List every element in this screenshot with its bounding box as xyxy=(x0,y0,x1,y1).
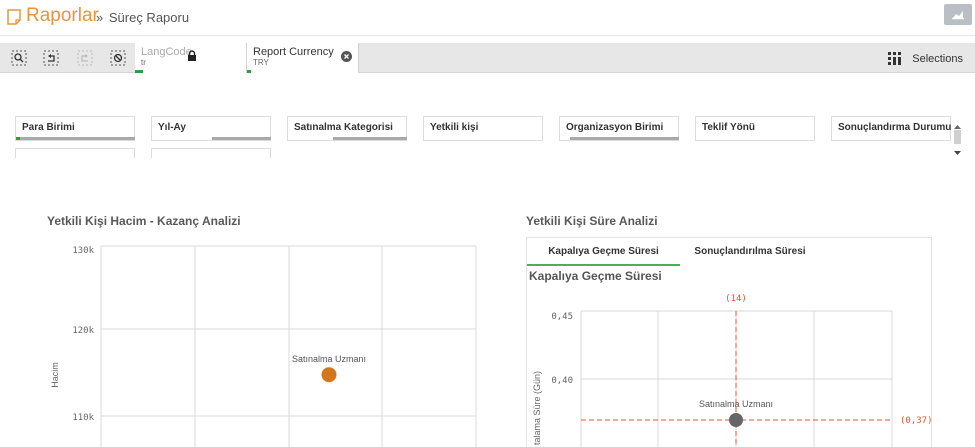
clear-all-icon[interactable] xyxy=(109,49,127,67)
chart-icon xyxy=(952,11,964,20)
filter-label: Satınalma Kategorisi xyxy=(294,122,393,133)
chip-state-bar xyxy=(247,70,251,73)
hacim-kazanc-scatter[interactable]: 130k 120k 110k Hacim Satınalma Uzmanı xyxy=(40,240,490,447)
y-tick-label: 0,45 xyxy=(551,312,573,322)
point-label: Satınalma Uzmanı xyxy=(292,354,366,364)
filter-state-bar xyxy=(333,137,407,140)
selections-icon[interactable] xyxy=(888,52,901,65)
data-point[interactable] xyxy=(321,367,337,383)
filter-state-bar xyxy=(570,137,679,140)
filter-yil-ay[interactable]: Yıl-Ay xyxy=(151,116,271,141)
filter-satinalma-kategorisi[interactable]: Satınalma Kategorisi xyxy=(287,116,407,141)
sure-analizi-scatter[interactable]: 0,45 0,40 talama Süre (Gün) (14) (0,37) … xyxy=(526,290,932,447)
field-chip-report-currency[interactable]: Report Currency TRY xyxy=(247,43,359,73)
filter-label: Sonuçlandırma Durumu xyxy=(838,122,952,133)
filter-label: Teklif Yönü xyxy=(702,122,755,133)
breadcrumb: » Süreç Raporu xyxy=(96,10,189,25)
y-tick-label: 130k xyxy=(72,246,94,256)
y-axis-label: Hacim xyxy=(50,362,60,388)
sheet-icon xyxy=(7,9,21,25)
chip-name: Report Currency xyxy=(253,46,334,58)
chip-value: TRY xyxy=(253,58,269,67)
ref-y-label: (0,37) xyxy=(900,416,932,426)
filter-selected-bar xyxy=(16,137,20,140)
point-label: Satınalma Uzmanı xyxy=(699,399,773,409)
selection-toolbar: LangCode tr Report Currency TRY Selectio… xyxy=(0,43,975,73)
tab-sonuclandirilma[interactable]: Sonuçlandırılma Süresi xyxy=(694,246,806,257)
filter-state-bar xyxy=(16,137,135,140)
chip-name: LangCode xyxy=(141,46,192,58)
y-tick-label: 120k xyxy=(72,326,94,336)
filter-label: Organizasyon Birimi xyxy=(566,122,664,133)
story-button[interactable] xyxy=(944,4,972,25)
tab-kapaliya-gecme[interactable]: Kapalıya Geçme Süresi xyxy=(527,238,680,266)
y-tick-label: 0,40 xyxy=(551,376,573,386)
data-point[interactable] xyxy=(729,413,743,427)
step-back-icon[interactable] xyxy=(42,49,60,67)
y-tick-label: 110k xyxy=(72,413,94,423)
left-chart-title: Yetkili Kişi Hacim - Kazanç Analizi xyxy=(47,214,241,228)
filter-pane: Para Birimi Yıl-Ay Satınalma Kategorisi … xyxy=(0,113,975,158)
filter-row2-item[interactable] xyxy=(15,148,135,158)
filter-label: Para Birimi xyxy=(22,122,75,133)
field-chip-langcode[interactable]: LangCode tr xyxy=(135,43,247,73)
grid xyxy=(100,245,477,447)
y-axis-label: talama Süre (Gün) xyxy=(532,371,542,445)
chip-state-bar xyxy=(135,70,143,73)
right-chart-title: Yetkili Kişi Süre Analizi xyxy=(526,214,658,228)
smart-search-icon[interactable] xyxy=(10,49,28,67)
scroll-down-icon xyxy=(954,151,961,155)
right-chart-subtitle: Kapalıya Geçme Süresi xyxy=(529,269,662,283)
chip-value: tr xyxy=(141,58,146,67)
app-title[interactable]: Raporlar xyxy=(26,5,99,26)
filter-para-birimi[interactable]: Para Birimi xyxy=(15,116,135,141)
clear-selection-icon[interactable] xyxy=(341,51,352,62)
filter-sonuclandirma-durumu[interactable]: Sonuçlandırma Durumu xyxy=(831,116,951,141)
filter-teklif-yonu[interactable]: Teklif Yönü xyxy=(695,116,815,141)
ref-x-label: (14) xyxy=(725,294,747,304)
filter-organizasyon-birimi[interactable]: Organizasyon Birimi xyxy=(559,116,679,141)
filter-row2-item[interactable] xyxy=(151,148,271,158)
filter-label: Yetkili kişi xyxy=(430,122,479,133)
breadcrumb-page: Süreç Raporu xyxy=(108,10,190,25)
selections-button[interactable]: Selections xyxy=(912,53,963,65)
scroll-up-icon xyxy=(954,125,961,129)
filter-yetkili-kisi[interactable]: Yetkili kişi xyxy=(423,116,543,141)
tab-container: Kapalıya Geçme Süresi Sonuçlandırılma Sü… xyxy=(526,237,932,447)
filter-scrollbar[interactable] xyxy=(952,125,963,155)
breadcrumb-separator: » xyxy=(96,10,104,25)
filter-label: Yıl-Ay xyxy=(158,122,186,133)
filter-state-bar xyxy=(212,137,271,140)
app-header: Raporlar » Süreç Raporu xyxy=(0,0,975,36)
step-forward-icon[interactable] xyxy=(76,49,94,67)
lock-icon[interactable] xyxy=(187,50,197,62)
